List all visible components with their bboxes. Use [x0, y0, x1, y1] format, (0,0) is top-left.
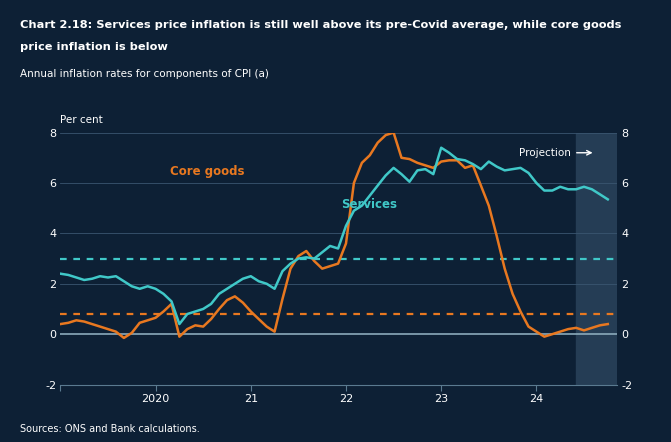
Text: Annual inflation rates for components of CPI (a): Annual inflation rates for components of… — [20, 69, 269, 79]
Text: Core goods: Core goods — [170, 165, 244, 179]
Text: price inflation is below: price inflation is below — [20, 42, 168, 52]
Text: Projection: Projection — [519, 148, 591, 158]
Text: Per cent: Per cent — [60, 115, 103, 125]
Bar — [576, 133, 631, 385]
Text: Services: Services — [342, 198, 397, 211]
Text: Chart 2.18: Services price inflation is still well above its pre-Covid average, : Chart 2.18: Services price inflation is … — [20, 20, 621, 30]
Text: Sources: ONS and Bank calculations.: Sources: ONS and Bank calculations. — [20, 424, 200, 434]
